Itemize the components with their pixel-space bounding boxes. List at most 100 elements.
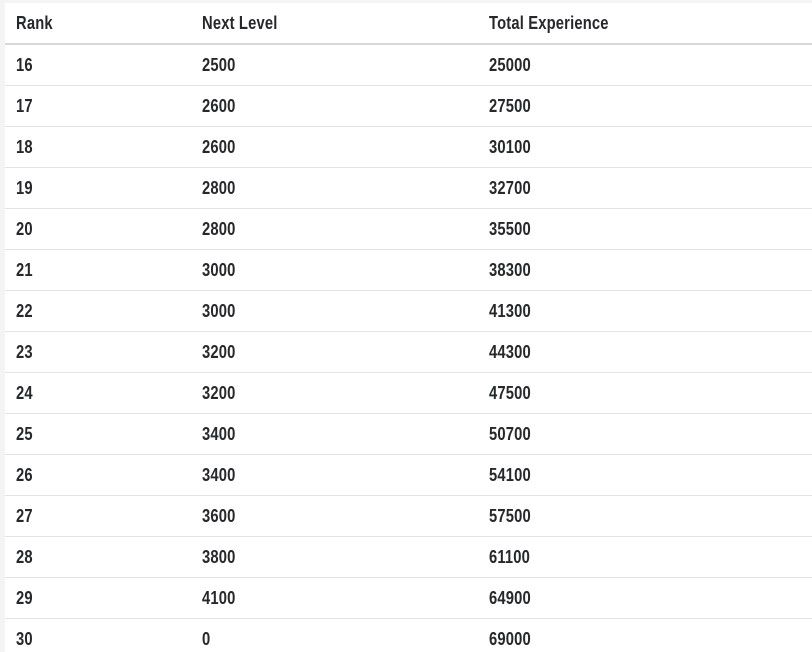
- table-row: 30 0 69000: [5, 618, 812, 652]
- cell-value-rank: 27: [16, 505, 33, 526]
- cell-total_experience: 69000: [478, 618, 812, 652]
- cell-value-next_level: 2600: [202, 136, 236, 157]
- table-row: 22 3000 41300: [5, 290, 812, 332]
- cell-value-next_level: 4100: [202, 587, 236, 608]
- cell-value-rank: 20: [16, 218, 33, 239]
- cell-next_level: 2800: [191, 208, 478, 250]
- cell-total_experience: 35500: [478, 208, 812, 250]
- cell-value-next_level: 2800: [202, 218, 236, 239]
- cell-value-next_level: 3400: [202, 464, 236, 485]
- cell-next_level: 3000: [191, 290, 478, 332]
- cell-value-total_experience: 27500: [489, 95, 531, 116]
- cell-total_experience: 32700: [478, 167, 812, 209]
- cell-next_level: 3800: [191, 536, 478, 578]
- cell-next_level: 2800: [191, 167, 478, 209]
- cell-rank: 30: [5, 618, 191, 652]
- cell-value-rank: 21: [16, 259, 33, 280]
- cell-value-total_experience: 44300: [489, 341, 531, 362]
- cell-rank: 21: [5, 249, 191, 291]
- cell-rank: 24: [5, 372, 191, 414]
- cell-rank: 25: [5, 413, 191, 455]
- cell-value-rank: 22: [16, 300, 33, 321]
- cell-total_experience: 38300: [478, 249, 812, 291]
- table-row: 29 4100 64900: [5, 577, 812, 619]
- cell-value-rank: 30: [16, 628, 33, 649]
- cell-rank: 28: [5, 536, 191, 578]
- cell-value-rank: 23: [16, 341, 33, 362]
- cell-value-rank: 19: [16, 177, 33, 198]
- cell-value-total_experience: 61100: [489, 546, 531, 567]
- cell-next_level: 4100: [191, 577, 478, 619]
- cell-total_experience: 27500: [478, 85, 812, 127]
- table-row: 21 3000 38300: [5, 249, 812, 291]
- cell-rank: 29: [5, 577, 191, 619]
- cell-value-total_experience: 38300: [489, 259, 531, 280]
- cell-value-next_level: 2500: [202, 54, 236, 75]
- cell-value-next_level: 3600: [202, 505, 236, 526]
- table-row: 16 2500 25000: [5, 44, 812, 86]
- cell-total_experience: 30100: [478, 126, 812, 168]
- table-row: 20 2800 35500: [5, 208, 812, 250]
- cell-next_level: 3600: [191, 495, 478, 537]
- cell-value-total_experience: 30100: [489, 136, 531, 157]
- cell-next_level: 2500: [191, 44, 478, 86]
- cell-rank: 17: [5, 85, 191, 127]
- cell-total_experience: 57500: [478, 495, 812, 537]
- cell-value-total_experience: 32700: [489, 177, 531, 198]
- table-row: 24 3200 47500: [5, 372, 812, 414]
- cell-total_experience: 47500: [478, 372, 812, 414]
- table-row: 26 3400 54100: [5, 454, 812, 496]
- table-header-row: Rank Next Level Total Experience: [5, 3, 812, 45]
- cell-value-total_experience: 41300: [489, 300, 531, 321]
- header-label-next_level: Next Level: [202, 12, 278, 33]
- cell-rank: 26: [5, 454, 191, 496]
- cell-rank: 23: [5, 331, 191, 373]
- cell-value-next_level: 3000: [202, 300, 236, 321]
- header-cell-total_experience: Total Experience: [478, 3, 812, 45]
- cell-value-rank: 29: [16, 587, 33, 608]
- table-body: 16 2500 25000 17 2600 27500 18 2600 30100 19 2800 3…: [5, 44, 812, 652]
- header-cell-rank: Rank: [5, 3, 191, 45]
- cell-value-next_level: 3200: [202, 382, 236, 403]
- table-row: 27 3600 57500: [5, 495, 812, 537]
- cell-next_level: 3000: [191, 249, 478, 291]
- cell-value-total_experience: 25000: [489, 54, 531, 75]
- cell-value-total_experience: 64900: [489, 587, 531, 608]
- header-label-rank: Rank: [16, 12, 53, 33]
- cell-value-next_level: 2800: [202, 177, 236, 198]
- cell-rank: 18: [5, 126, 191, 168]
- cell-value-next_level: 0: [202, 628, 211, 649]
- cell-total_experience: 41300: [478, 290, 812, 332]
- cell-value-total_experience: 57500: [489, 505, 531, 526]
- cell-total_experience: 44300: [478, 331, 812, 373]
- cell-rank: 19: [5, 167, 191, 209]
- cell-value-next_level: 3200: [202, 341, 236, 362]
- table-row: 17 2600 27500: [5, 85, 812, 127]
- cell-value-rank: 18: [16, 136, 33, 157]
- cell-rank: 20: [5, 208, 191, 250]
- table-row: 18 2600 30100: [5, 126, 812, 168]
- cell-value-total_experience: 69000: [489, 628, 531, 649]
- table-row: 19 2800 32700: [5, 167, 812, 209]
- cell-value-rank: 16: [16, 54, 33, 75]
- cell-value-total_experience: 50700: [489, 423, 531, 444]
- cell-next_level: 3400: [191, 413, 478, 455]
- cell-next_level: 2600: [191, 85, 478, 127]
- cell-next_level: 0: [191, 618, 478, 652]
- table-row: 28 3800 61100: [5, 536, 812, 578]
- cell-value-rank: 26: [16, 464, 33, 485]
- cell-value-next_level: 3400: [202, 423, 236, 444]
- header-label-total_experience: Total Experience: [489, 12, 609, 33]
- cell-total_experience: 64900: [478, 577, 812, 619]
- cell-rank: 22: [5, 290, 191, 332]
- cell-value-total_experience: 35500: [489, 218, 531, 239]
- cell-total_experience: 50700: [478, 413, 812, 455]
- cell-value-rank: 24: [16, 382, 33, 403]
- cell-next_level: 2600: [191, 126, 478, 168]
- table-row: 25 3400 50700: [5, 413, 812, 455]
- cell-value-next_level: 2600: [202, 95, 236, 116]
- table-header: Rank Next Level Total Experience: [5, 3, 812, 45]
- cell-total_experience: 54100: [478, 454, 812, 496]
- cell-value-total_experience: 54100: [489, 464, 531, 485]
- cell-value-rank: 25: [16, 423, 33, 444]
